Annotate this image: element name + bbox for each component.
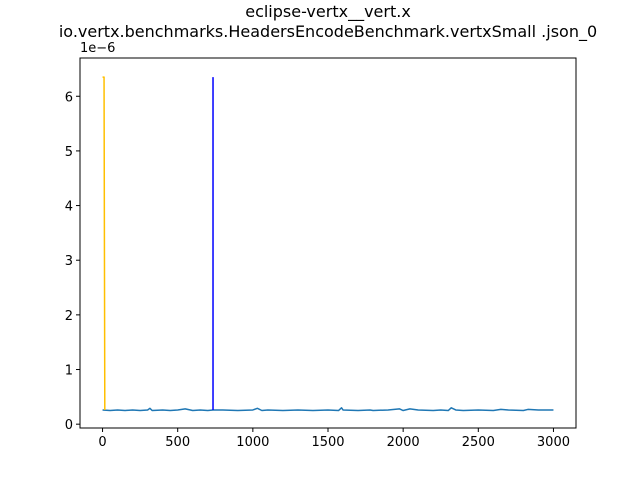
x-tick-label: 3000: [537, 435, 570, 450]
y-tick-label: 4: [65, 200, 73, 215]
y-tick-label: 2: [65, 309, 73, 324]
x-tick-label: 2500: [462, 435, 495, 450]
chart-subtitle: io.vertx.benchmarks.HeadersEncodeBenchma…: [59, 22, 597, 42]
x-tick-label: 1500: [311, 435, 344, 450]
series-line-0: [102, 407, 554, 412]
axes-frame: [79, 57, 577, 429]
y-scale-label: 1e−6: [80, 41, 115, 56]
chart-title: eclipse-vertx__vert.x: [245, 2, 411, 22]
series-line-1: [102, 76, 106, 410]
x-tick-label: 0: [98, 435, 106, 450]
x-tick-label: 2000: [387, 435, 420, 450]
y-tick-label: 5: [65, 145, 73, 160]
x-tick-label: 500: [165, 435, 190, 450]
y-tick-label: 1: [65, 364, 73, 379]
y-tick-label: 3: [65, 254, 73, 269]
x-tick-label: 1000: [236, 435, 269, 450]
y-tick-label: 0: [65, 418, 73, 433]
x-axis: 0 500 1000 1500 2000 2500 3000: [98, 428, 570, 450]
plot-area: [102, 76, 554, 412]
y-axis: 0 1 2 3 4 5 6: [65, 90, 80, 433]
y-tick-label: 6: [65, 90, 73, 105]
